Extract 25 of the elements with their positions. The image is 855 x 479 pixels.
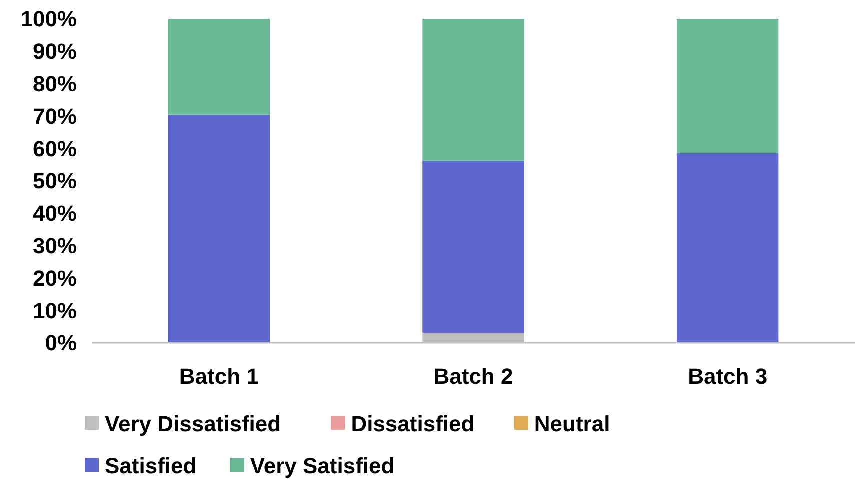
x-tick-label: Batch 1 [179, 364, 259, 389]
y-tick-label: 70% [32, 104, 77, 129]
bar [676, 19, 779, 154]
bar [422, 19, 524, 161]
legend-label: Neutral [534, 412, 610, 437]
y-tick-label: 40% [32, 201, 77, 226]
bar [676, 153, 779, 343]
legend-label: Satisfied [105, 454, 197, 479]
y-tick-label: 50% [32, 168, 77, 194]
y-tick-label: 0% [45, 330, 77, 356]
legend-label: Dissatisfied [351, 412, 475, 437]
bar [168, 114, 270, 343]
legend-label: Very Dissatisfied [105, 412, 282, 437]
x-tick-label: Batch 3 [688, 364, 768, 389]
y-tick-label: 60% [32, 136, 77, 162]
bar [422, 160, 524, 333]
y-tick-label: 30% [32, 234, 77, 258]
x-tick-label: Batch 2 [434, 364, 514, 389]
y-tick-label: 90% [32, 39, 77, 64]
y-tick-label: 100% [20, 6, 77, 32]
y-tick-label: 10% [32, 298, 77, 324]
y-tick-label: 80% [32, 72, 77, 96]
legend-label: Very Satisfied [250, 454, 395, 479]
y-tick-label: 20% [32, 266, 77, 291]
bar [168, 19, 270, 115]
